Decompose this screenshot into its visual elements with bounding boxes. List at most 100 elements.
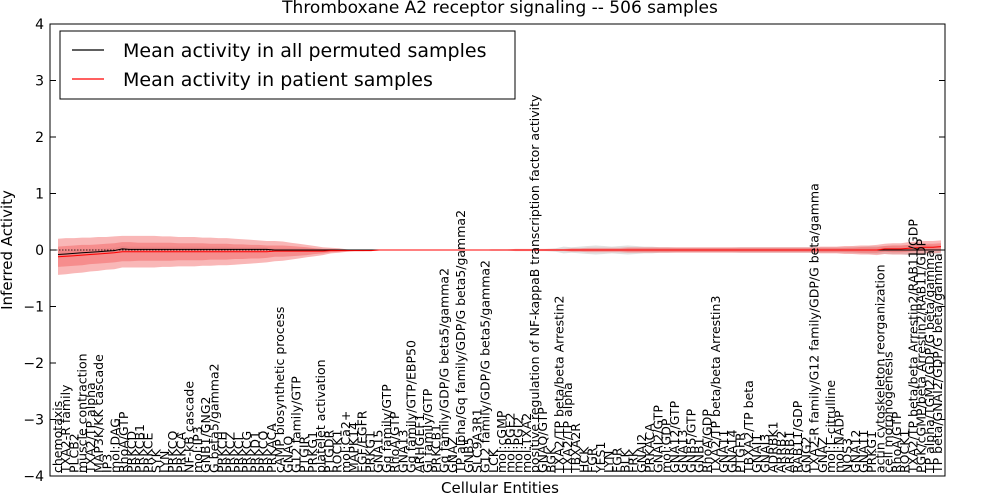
entity-label: PRKCH [215, 431, 230, 473]
entity-label: Gi family/GTP [420, 388, 435, 473]
entity-label: mol:NADP [831, 410, 846, 473]
entity-label: PLCB2 [66, 433, 81, 473]
entity-label: RhoA/GTP [889, 411, 904, 473]
entity-label: ARRB2 [774, 431, 789, 473]
y-tick-label: 2 [35, 130, 44, 146]
entity-label: G12 family/GTP [289, 376, 304, 473]
entity-label: NF-kB cascade [182, 381, 197, 473]
entity-label: PTGFR [733, 432, 748, 473]
chart-title: Thromboxane A2 receptor signaling -- 506… [281, 0, 718, 18]
entity-label: mol:IP3 [190, 426, 205, 473]
entity-label: PRKD1 [247, 431, 262, 473]
entity-label: PRKG1 [305, 431, 320, 473]
entity-label: RhoA/GTP [116, 411, 131, 473]
entity-label: TP alpha/TGM2/GDP/G beta/gamma [922, 250, 937, 474]
entity-label: RhoA/GDP [700, 409, 715, 473]
entity-label: cell morphogenesis [881, 351, 896, 473]
entity-label: MAPK14 [346, 422, 361, 473]
legend-label-permuted: Mean activity in all permuted samples [123, 40, 486, 62]
entity-label: PRKACA [642, 423, 657, 473]
entity-label: ARHGEF1 [412, 414, 427, 473]
legend: Mean activity in all permuted samples Me… [59, 30, 516, 100]
entity-label: RhoA/GTP [387, 411, 402, 473]
entity-label: mol:PGE2 [502, 412, 517, 473]
entity-label: PRKCQ [165, 431, 180, 473]
y-tick-label: −3 [23, 413, 44, 429]
entity-label: Gq family/GTP/EBP50 [404, 340, 419, 473]
legend-box [59, 30, 516, 100]
entity-label: GNA12/GTP [667, 400, 682, 473]
entity-label: TXA2/TP alpha [560, 382, 575, 474]
y-axis-label: Inferred Activity [0, 190, 16, 310]
entity-label: GNA13 [675, 430, 690, 474]
patient-inner-band [58, 242, 941, 267]
entity-label: GNA15 [371, 430, 386, 474]
y-tick-label: −2 [23, 356, 44, 372]
entity-label: PRKCB1 [428, 424, 443, 473]
entity-label: PTGDR [321, 430, 336, 473]
y-axis: −4 −3 −2 −1 0 1 2 3 4 [23, 17, 945, 485]
entity-label: FRK [626, 448, 641, 473]
entity-label: Gq family/GTP [379, 384, 394, 473]
entity-label: platelet activation [313, 359, 328, 473]
entity-label: PTGIR [297, 435, 312, 473]
entity-label: GNAZ [815, 437, 830, 473]
entity-label: PRKACA [264, 423, 279, 473]
entity-label: TBXA2/TP beta [741, 380, 756, 474]
entity-label: GNAZ [445, 437, 460, 473]
entity-label: PRKCI [231, 437, 246, 473]
entity-label: GNA13 [395, 430, 410, 474]
entity-label: FGR [609, 447, 624, 473]
entity-label: TXA2-R family/G12 family/GDP/G beta/gamm… [807, 183, 822, 474]
entity-label: mol:TXA2 [519, 413, 534, 473]
bands-layer [58, 235, 941, 275]
entity-label: GNB1 [692, 437, 707, 473]
entity-label: mol:cGMP [494, 410, 509, 473]
entity-label: SLC9A3R1 [469, 408, 484, 473]
entity-label: GNB5 [461, 437, 476, 473]
entity-label: mol:PGI2 [511, 417, 526, 473]
entity-label: muscle contraction [75, 353, 90, 473]
y-tick-label: −4 [23, 469, 44, 485]
entity-label: MAP3K/KK cascade [91, 354, 106, 473]
entity-label: LCK [486, 448, 501, 473]
entity-label: SYK [149, 448, 164, 473]
entity-label: PRKCA [173, 432, 188, 473]
entity-label: BLK [618, 448, 633, 473]
x-axis-label: Cellular Entities [441, 479, 559, 497]
entity-label: GNA11 [856, 430, 871, 474]
entity-label: mol:GDP [659, 418, 674, 473]
y-tick-label: 0 [35, 243, 44, 259]
patient-outer-band [58, 235, 941, 275]
entity-label: GNA12 [848, 430, 863, 474]
entity-label: positive regulation of NF-kappaB transcr… [527, 94, 542, 473]
entity-label: TXA2-R family [58, 384, 73, 474]
entity-label: PRKCG [239, 431, 254, 473]
entity-label: ROCK1 [897, 430, 912, 473]
y-tick-label: 4 [35, 17, 44, 33]
entity-label: GNAQ [280, 436, 295, 473]
entity-label: TXA2/TP beta/beta Arrestin2 [552, 296, 567, 474]
entity-label: PRKG1 [363, 431, 378, 473]
entity-label: TXA2/TP beta/beta Arrestin2/RAB11/GDP [905, 219, 920, 474]
entity-label: EGF/EGFR [354, 410, 369, 473]
entity-label: chemotaxis [50, 401, 65, 473]
entity-label: ADRBK1 [766, 421, 781, 473]
entity-label: PRKCE [141, 433, 156, 473]
entity-label: PRKCD [124, 431, 139, 473]
entity-label: GNG2 [798, 436, 813, 473]
entity-label: TP alpha/Gq family/GDP/G beta5/gamma2 [453, 210, 468, 474]
entity-label: GNA11 [716, 430, 731, 474]
entity-label: PRKCB1 [132, 424, 147, 473]
entity-label: YES1 [593, 442, 608, 474]
entity-label: GNAQ/GTP [535, 407, 550, 473]
entity-label: FGR [585, 447, 600, 473]
lines-layer [50, 246, 945, 258]
entity-label: mol:L-citrulline [823, 380, 838, 473]
entity-label: GNAI3 [757, 434, 772, 473]
entity-label: GNAI2/GTP [650, 405, 665, 473]
series-line-patient [57, 246, 942, 258]
entity-label: PRKCQ [256, 431, 271, 473]
